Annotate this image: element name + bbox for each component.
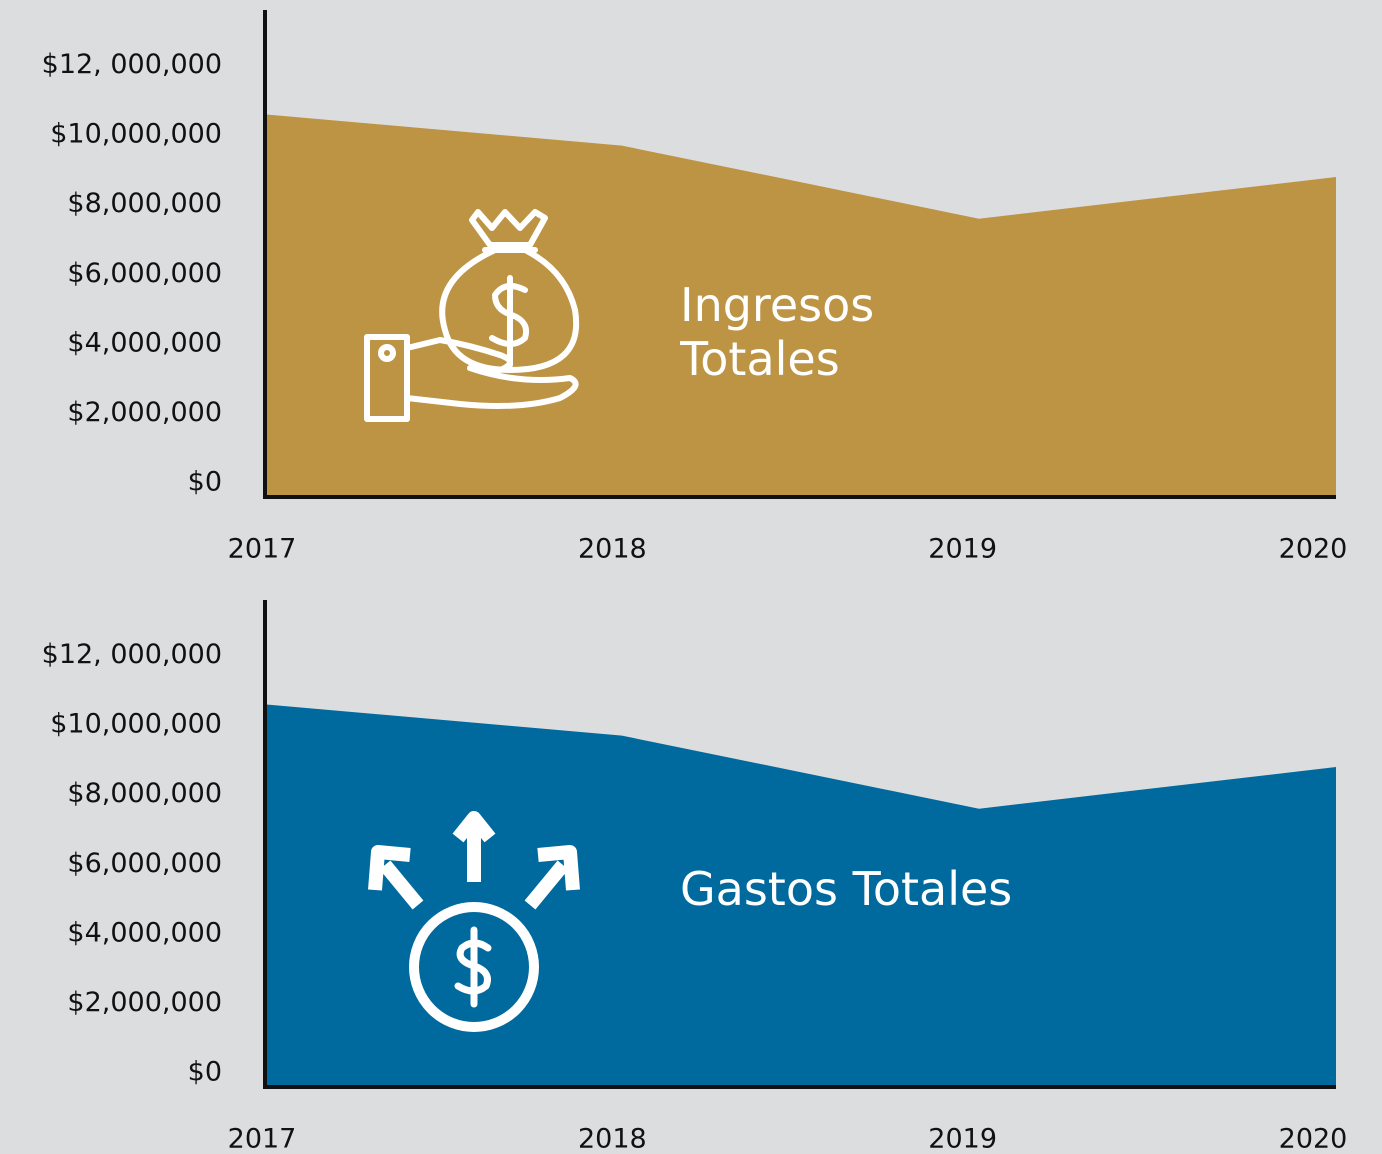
x-tick-label: 2020	[1279, 534, 1348, 565]
y-tick-label: $6,000,000	[67, 848, 222, 879]
y-tick-label: $6,000,000	[67, 258, 222, 289]
x-tick-label: 2018	[578, 534, 647, 565]
y-tick-label: $12, 000,000	[42, 49, 222, 80]
charts: $0 $2,000,000 $4,000,000 $6,000,000 $8,000,0…	[42, 10, 1348, 1154]
x-tick-label: 2017	[228, 534, 297, 565]
money-hand-icon	[364, 209, 580, 422]
y-tick-label: $2,000,000	[67, 987, 222, 1018]
coin-arrows-icon	[368, 811, 580, 1032]
x-tick-label: 2020	[1279, 1124, 1348, 1154]
annotation: Ingresos Totales	[680, 278, 875, 387]
y-tick-label: $4,000,000	[67, 327, 222, 358]
x-tick-label: 2019	[928, 1124, 997, 1154]
y-tick-label: $10,000,000	[50, 709, 222, 740]
annotation: Gastos Totales	[680, 862, 1013, 916]
y-tick-label: $10,000,000	[50, 119, 222, 150]
y-tick-label: $8,000,000	[67, 188, 222, 219]
x-tick-label: 2018	[578, 1124, 647, 1154]
y-tick-label: $12, 000,000	[42, 639, 222, 670]
annotation-box: Gastos Totales	[680, 862, 1013, 916]
y-tick-label: $4,000,000	[67, 917, 222, 948]
y-tick-label: $0	[188, 467, 222, 498]
icons	[364, 209, 580, 1032]
y-tick-label: $8,000,000	[67, 778, 222, 809]
x-tick-label: 2017	[228, 1124, 297, 1154]
y-tick-label: $0	[188, 1057, 222, 1088]
annotation-box: Ingresos Totales	[680, 278, 875, 387]
y-tick-label: $2,000,000	[67, 397, 222, 428]
x-tick-label: 2019	[928, 534, 997, 565]
